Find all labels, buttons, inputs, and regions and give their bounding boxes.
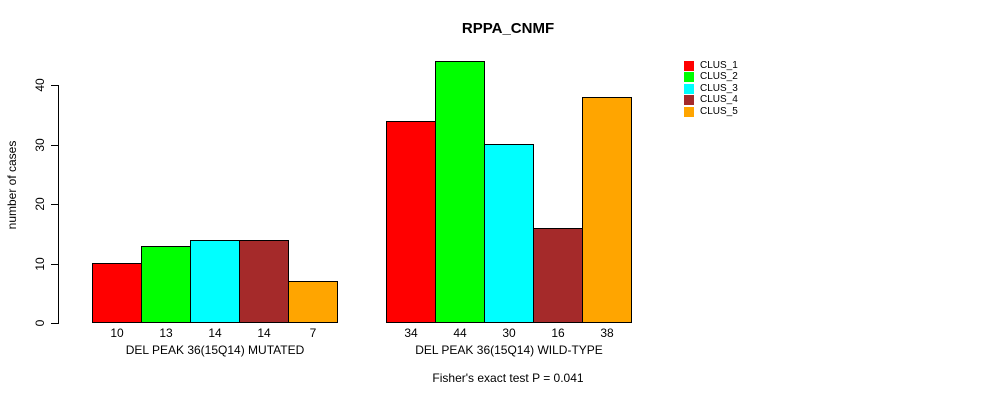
y-tick-label: 40 [33, 78, 47, 92]
group-label: DEL PEAK 36(15Q14) WILD-TYPE [415, 343, 603, 357]
y-axis-label: number of cases [5, 140, 19, 230]
y-tick-mark [51, 204, 59, 205]
y-tick-mark [51, 264, 59, 265]
legend-color-swatch [684, 60, 694, 71]
legend-color-swatch [684, 106, 694, 117]
y-tick-mark [51, 323, 59, 324]
bar-value-label: 10 [110, 326, 124, 340]
legend-label: CLUS_4 [700, 94, 738, 106]
legend-label: CLUS_5 [700, 105, 738, 117]
bar-value-label: 7 [309, 326, 317, 340]
legend-label: CLUS_3 [700, 82, 738, 94]
bar-clus_5-group2 [582, 97, 632, 323]
legend-item-clus_1: CLUS_1 [684, 60, 738, 72]
bar-value-label: 34 [404, 326, 418, 340]
legend-color-swatch [684, 72, 694, 83]
y-tick-label: 10 [33, 257, 47, 271]
legend-item-clus_3: CLUS_3 [684, 83, 738, 95]
bar-value-label: 44 [453, 326, 467, 340]
bar-clus_5-group1 [288, 281, 338, 323]
bar-value-label: 38 [600, 326, 614, 340]
legend-item-clus_2: CLUS_2 [684, 72, 738, 84]
bar-clus_1-group1 [92, 263, 142, 323]
bar-clus_1-group2 [386, 121, 436, 323]
y-tick-mark [51, 85, 59, 86]
y-tick-mark [51, 145, 59, 146]
bar-value-label: 14 [257, 326, 271, 340]
bar-value-label: 13 [159, 326, 173, 340]
group-label: DEL PEAK 36(15Q14) MUTATED [125, 343, 305, 357]
bar-value-label: 16 [551, 326, 565, 340]
legend-item-clus_4: CLUS_4 [684, 95, 738, 107]
y-tick-label: 20 [33, 197, 47, 211]
legend-label: CLUS_2 [700, 71, 738, 83]
bar-clus_4-group2 [533, 228, 583, 323]
legend-color-swatch [684, 95, 694, 106]
y-tick-label: 0 [33, 319, 47, 327]
bar-clus_3-group1 [190, 240, 240, 323]
fisher-test-annotation: Fisher's exact test P = 0.041 [432, 371, 584, 385]
legend-label: CLUS_1 [700, 59, 738, 71]
bar-clus_2-group2 [435, 61, 485, 323]
y-tick-label: 30 [33, 138, 47, 152]
bar-value-label: 30 [502, 326, 516, 340]
bar-clus_4-group1 [239, 240, 289, 323]
legend-item-clus_5: CLUS_5 [684, 106, 738, 118]
bar-clus_3-group2 [484, 144, 534, 323]
bar-clus_2-group1 [141, 246, 191, 323]
chart-title: RPPA_CNMF [461, 20, 555, 37]
bar-value-label: 14 [208, 326, 222, 340]
legend-color-swatch [684, 83, 694, 94]
legend: CLUS_1 CLUS_2 CLUS_3 CLUS_4 CLUS_5 [684, 60, 738, 118]
